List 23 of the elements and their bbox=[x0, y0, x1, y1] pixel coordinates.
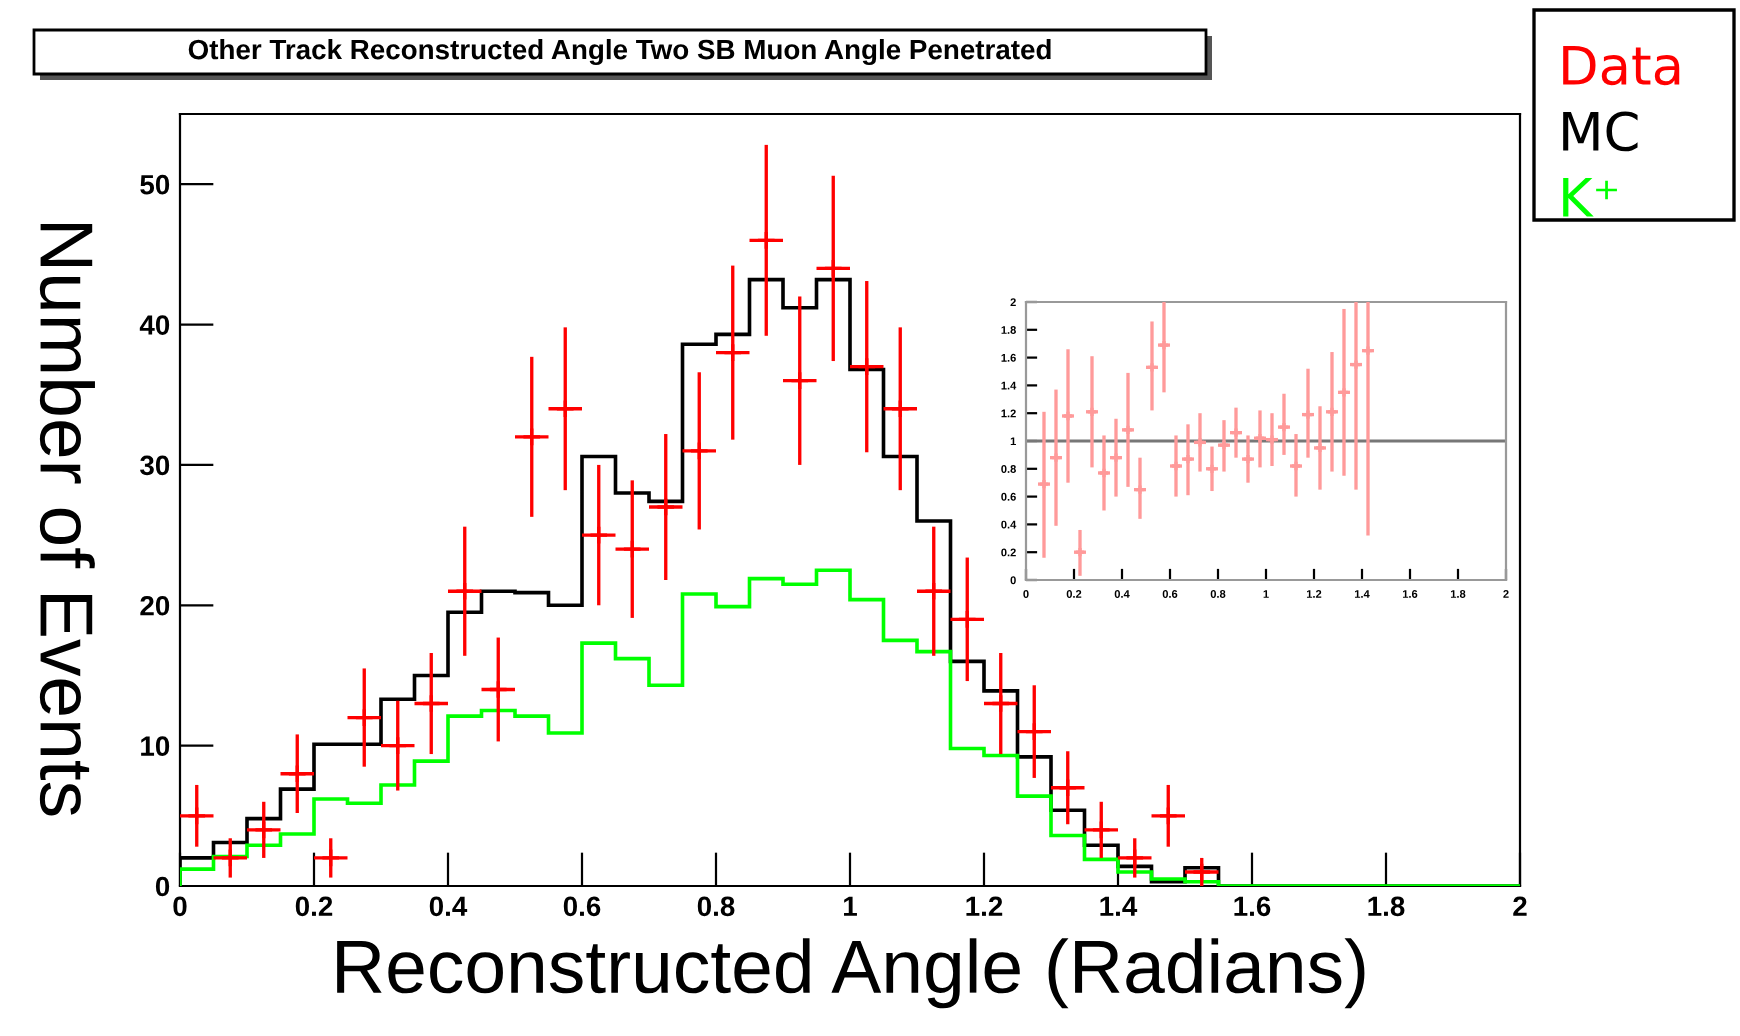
chart-title: Other Track Reconstructed Angle Two SB Muon Angle Penetrated bbox=[188, 38, 1051, 66]
x-tick-label: 2 bbox=[1513, 896, 1527, 916]
x-tick-label: 1 bbox=[844, 896, 857, 916]
x-tick-label: 0.6 bbox=[563, 896, 601, 917]
y-tick-label: 30 bbox=[140, 455, 170, 476]
y-tick-label: 10 bbox=[141, 736, 170, 756]
y-tick-label: 20 bbox=[140, 595, 170, 616]
x-tick-label: 1.4 bbox=[1100, 896, 1138, 916]
x-tick-label: 0.4 bbox=[429, 896, 468, 917]
text: MC bbox=[1563, 111, 1638, 152]
x-tick-label: 1.6 bbox=[1234, 896, 1271, 917]
text: Data bbox=[1563, 46, 1680, 86]
text: K⁺ bbox=[1563, 178, 1617, 217]
x-tick-label: 0.2 bbox=[295, 896, 333, 917]
x-axis-title: Reconstructed Angle (Radians) bbox=[337, 938, 1365, 1009]
x-tick-label: 1.8 bbox=[1368, 896, 1405, 917]
y-tick-label: 40 bbox=[139, 315, 170, 335]
x-tick-label: 0.8 bbox=[697, 896, 735, 917]
y-axis-title: Number of Events bbox=[39, 224, 95, 816]
y-tick-label: 0 bbox=[155, 876, 170, 897]
x-tick-label: 0 bbox=[173, 896, 187, 917]
y-tick-label: 50 bbox=[140, 174, 170, 195]
x-tick-label: 1.2 bbox=[966, 896, 1003, 916]
